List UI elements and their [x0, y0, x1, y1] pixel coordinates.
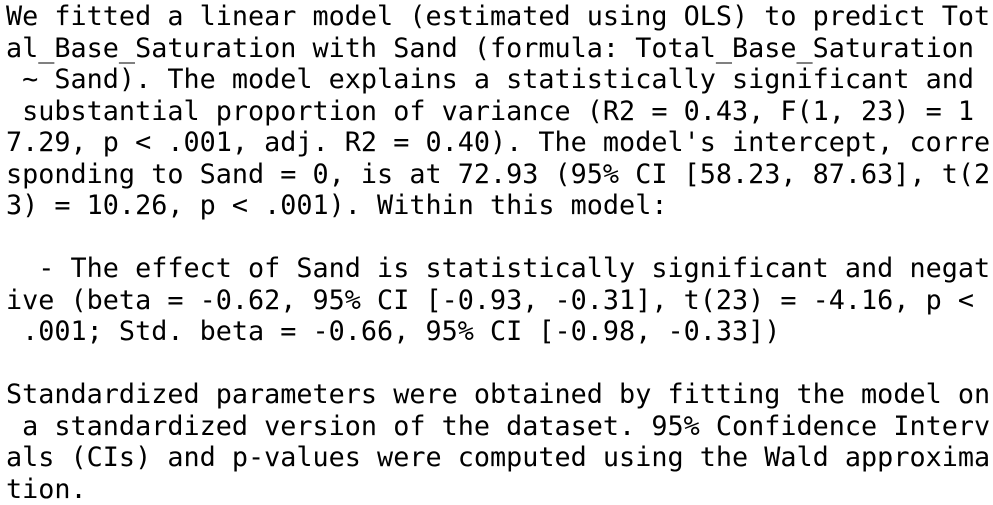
report-line: - The effect of Sand is statistically si…	[6, 253, 993, 285]
report-line: 3) = 10.26, p < .001). Within this model…	[6, 190, 993, 222]
report-line: ive (beta = -0.62, 95% CI [-0.93, -0.31]…	[6, 285, 993, 317]
blank-line	[6, 222, 993, 254]
report-line: 7.29, p < .001, adj. R2 = 0.40). The mod…	[6, 127, 993, 159]
report-line: al_Base_Saturation with Sand (formula: T…	[6, 33, 993, 65]
report-line: We fitted a linear model (estimated usin…	[6, 1, 993, 33]
report-line: ~ Sand). The model explains a statistica…	[6, 64, 993, 96]
report-line: substantial proportion of variance (R2 =…	[6, 96, 993, 128]
report-line: a standardized version of the dataset. 9…	[6, 411, 993, 443]
report-line: .001; Std. beta = -0.66, 95% CI [-0.98, …	[6, 316, 993, 348]
report-line: tion.	[6, 474, 993, 505]
report-line: Standardized parameters were obtained by…	[6, 379, 993, 411]
report-line: als (CIs) and p-values were computed usi…	[6, 442, 993, 474]
report-output: We fitted a linear model (estimated usin…	[6, 1, 993, 505]
blank-line	[6, 348, 993, 380]
report-line: sponding to Sand = 0, is at 72.93 (95% C…	[6, 159, 993, 191]
